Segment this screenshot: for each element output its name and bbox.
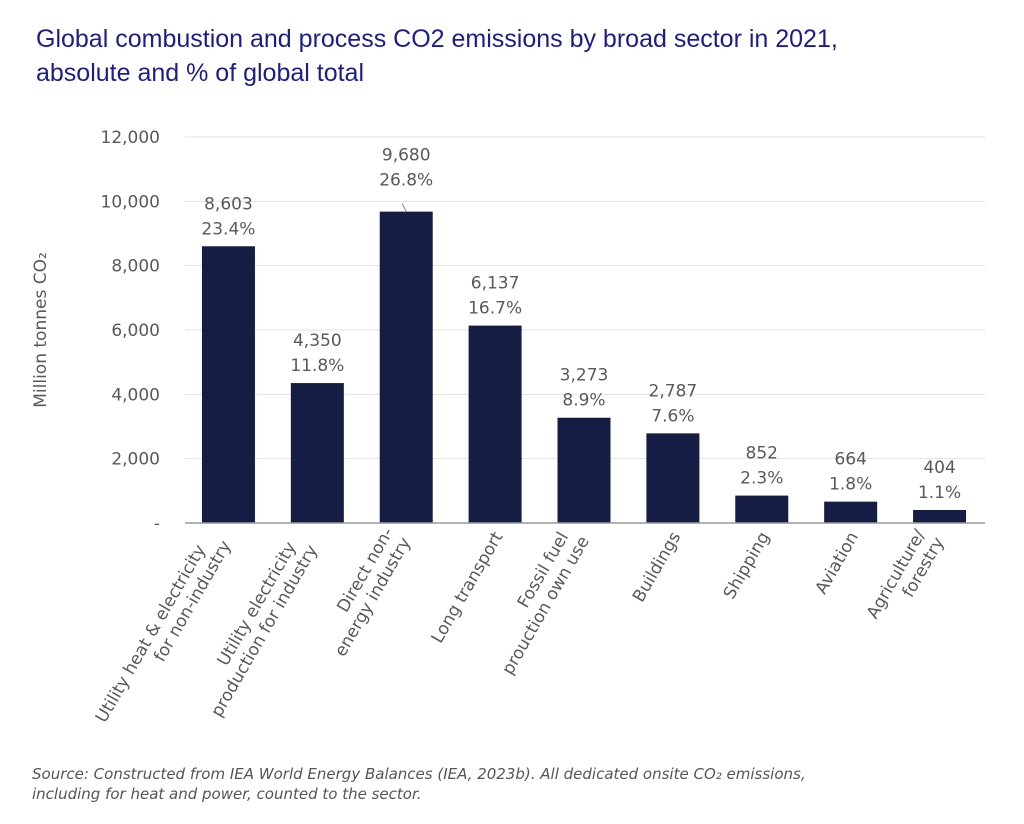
y-tick-label: - [154,514,160,534]
percent-label: 11.8% [290,356,344,376]
value-label: 404 [923,458,955,478]
bar [646,433,700,523]
percent-label: 23.4% [201,219,255,239]
x-tick-label-line: Long transport [428,528,508,647]
value-label: 3,273 [560,366,609,386]
x-tick-label: Shipping [720,529,774,603]
x-tick-label: Aviation [811,529,863,598]
leader-line [401,203,407,212]
value-label: 6,137 [471,274,520,294]
value-label: 2,787 [649,381,698,401]
y-axis-ticks: - 2,000 4,000 6,000 8,000 10,000 12,000 [101,128,160,534]
bar [468,325,522,523]
value-label: 852 [746,444,778,464]
bar [824,501,878,523]
value-label: 4,350 [293,331,342,351]
x-tick-label-line: Aviation [811,529,863,598]
x-tick-label-line: production for industry [207,542,322,721]
bar [735,495,789,523]
x-tick-label: Direct non-energy industry [331,524,415,660]
value-label: 664 [834,450,866,470]
bar [379,211,433,524]
y-tick-label: 6,000 [111,321,160,341]
title-line-1: Global combustion and process CO2 emissi… [36,25,838,53]
bar [913,510,967,523]
value-label: 9,680 [382,146,431,166]
bars [201,211,967,524]
x-tick-label-line: Shipping [720,529,774,603]
bar [201,246,255,523]
chart-title: Global combustion and process CO2 emissi… [36,22,996,90]
y-tick-label: 10,000 [101,192,160,212]
source-note: Source: Constructed from IEA World Energ… [32,764,806,804]
x-tick-label: Buildings [629,528,685,606]
y-tick-label: 12,000 [101,128,160,148]
source-line-1: Source: Constructed from IEA World Energ… [32,765,806,783]
data-labels: 8,603 23.4% 4,350 11.8% 9,680 26.8% 6,137 16.7%… [201,146,961,503]
bar [557,417,611,523]
title-line-2: absolute and % of global total [36,59,365,87]
percent-label: 2.3% [740,469,783,489]
percent-label: 16.7% [468,299,522,319]
x-tick-label: Agriculture/forestry [863,526,949,622]
percent-label: 7.6% [651,406,694,426]
bar-chart: - 2,000 4,000 6,000 8,000 10,000 12,000 Millio… [31,128,985,726]
y-tick-label: 4,000 [111,385,160,405]
percent-label: 1.8% [829,475,872,495]
x-tick-label-line: Utility heat & electricity [92,541,210,726]
x-tick-label-line: Buildings [629,528,685,606]
source-line-2: including for heat and power, counted to… [32,785,422,803]
y-tick-label: 8,000 [111,257,160,277]
bar [290,383,344,523]
y-axis-label: Million tonnes CO₂ [31,252,51,408]
percent-label: 26.8% [379,171,433,191]
y-tick-label: 2,000 [111,450,160,470]
percent-label: 8.9% [562,391,605,411]
x-tick-label: Long transport [428,528,508,647]
value-label: 8,603 [204,194,253,214]
percent-label: 1.1% [918,483,961,503]
